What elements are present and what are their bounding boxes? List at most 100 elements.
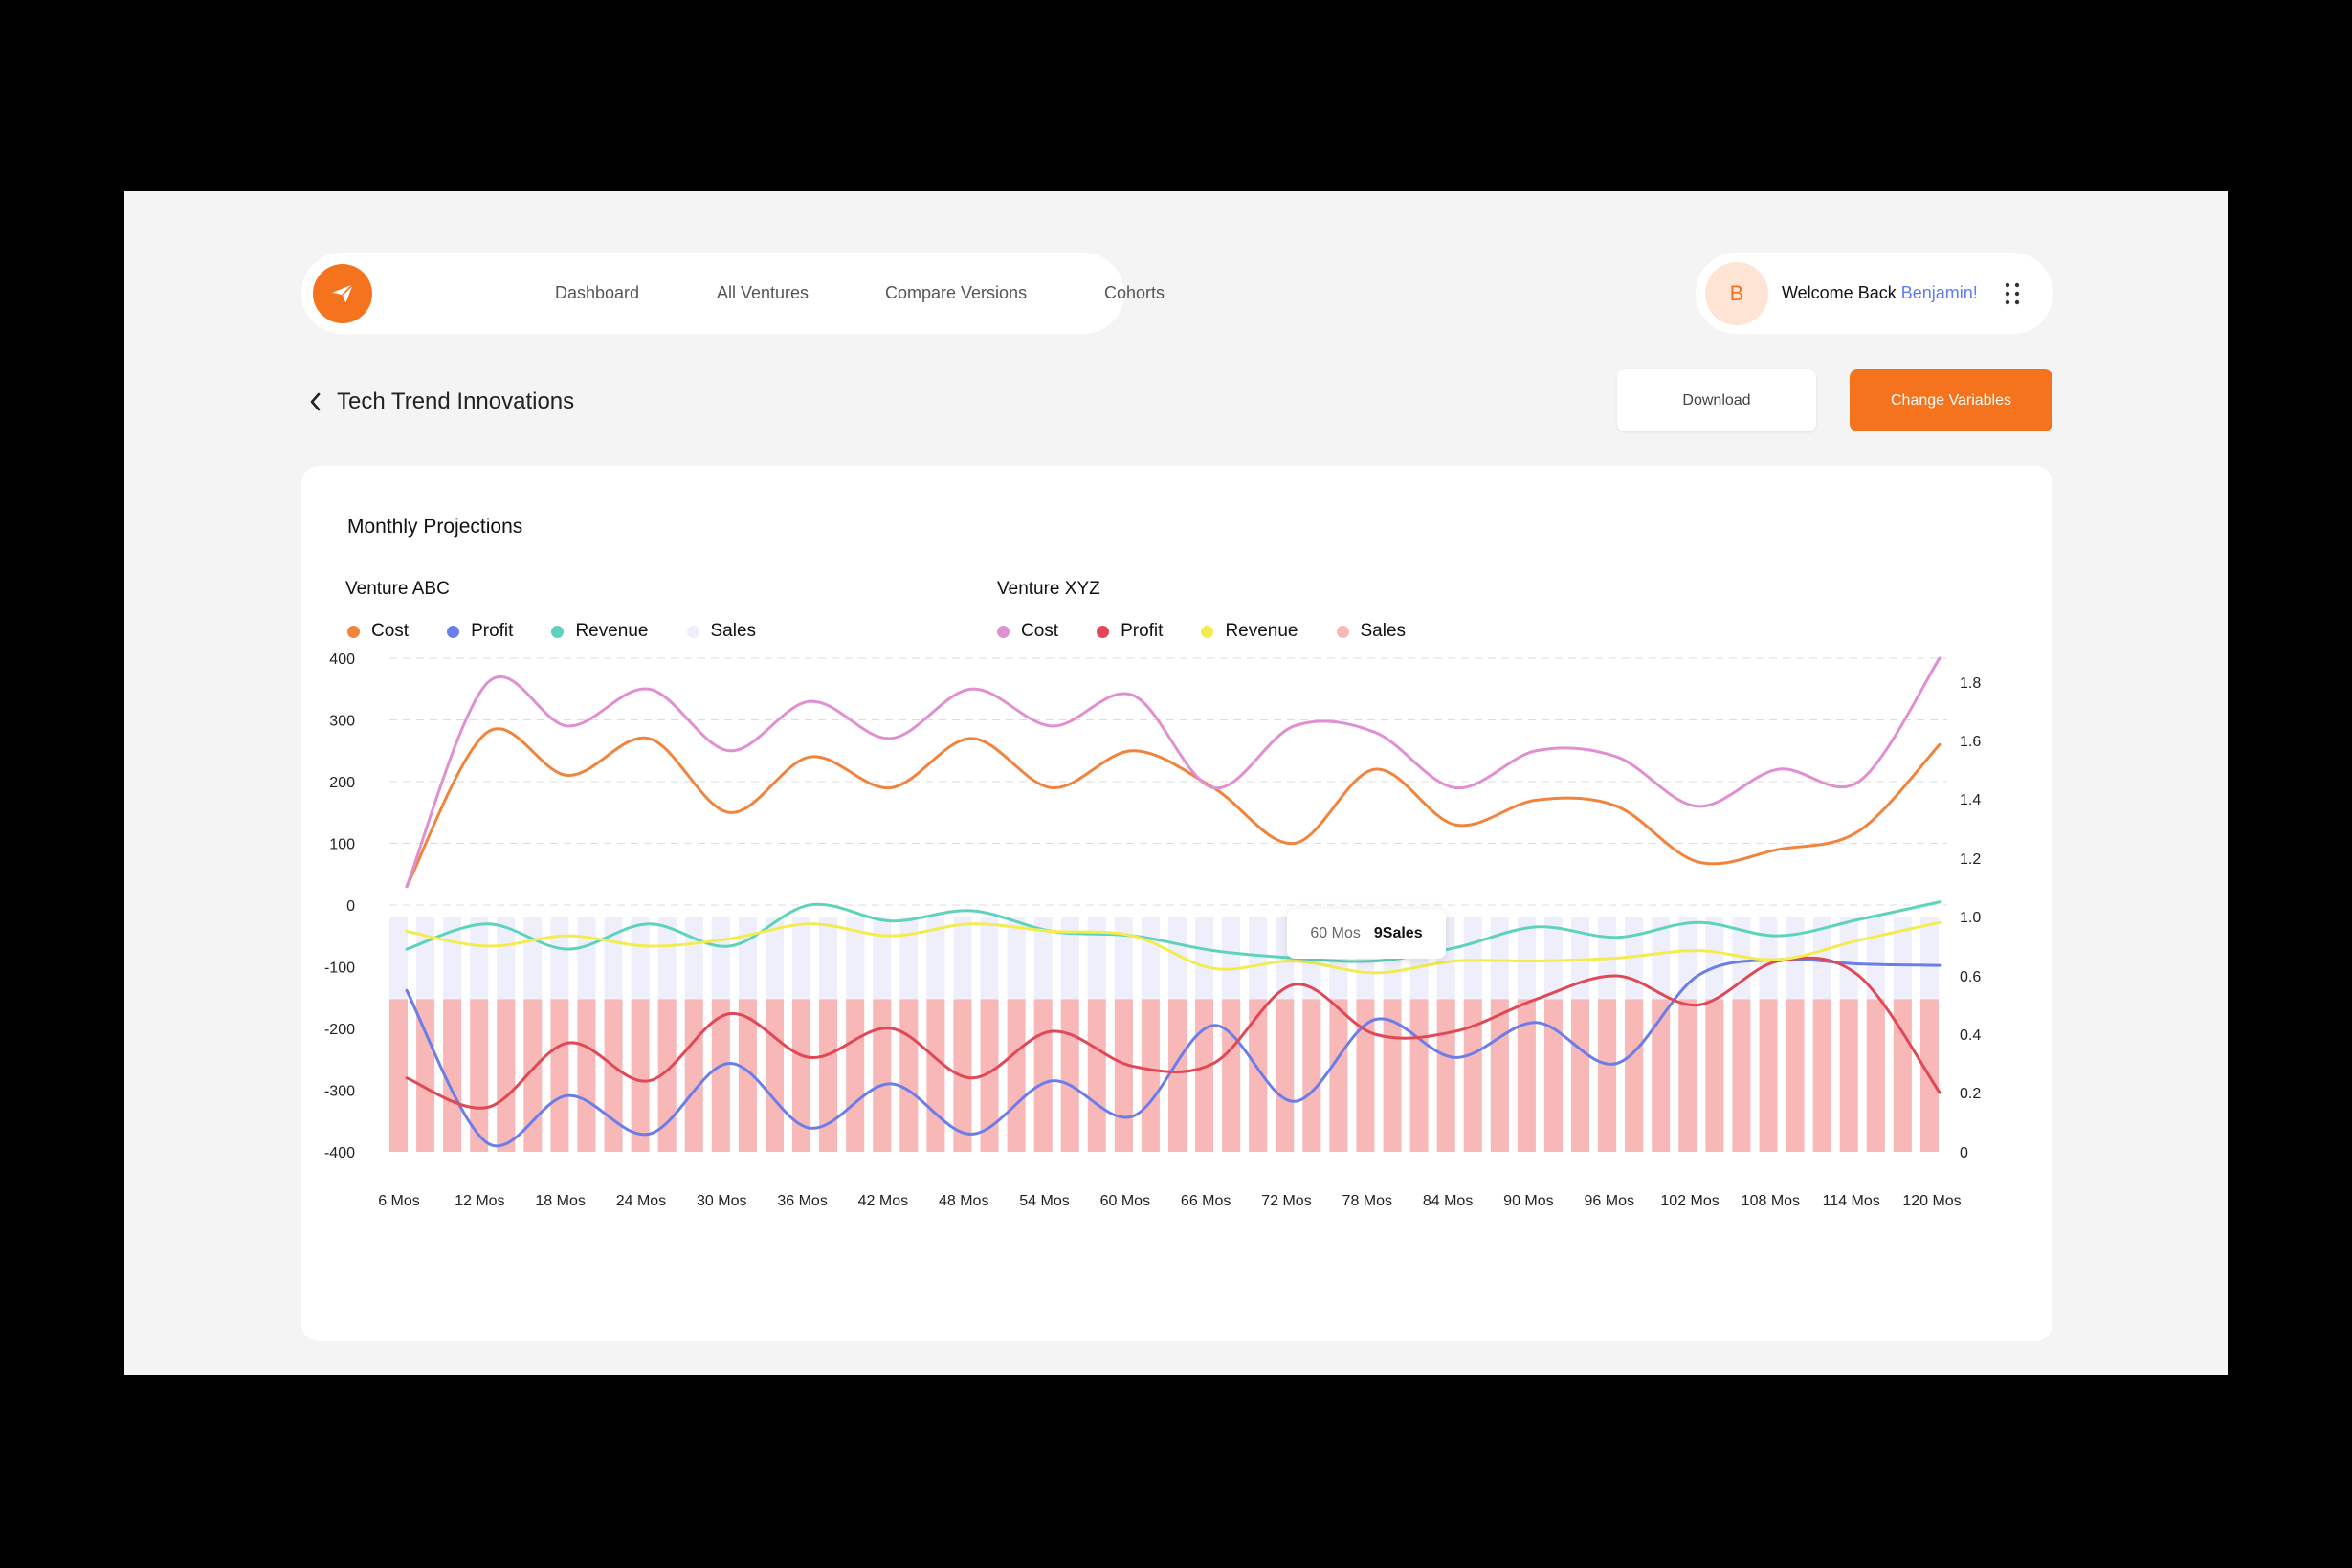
bar-sales-xyz <box>470 999 489 1152</box>
bar-sales-xyz <box>1033 999 1053 1152</box>
bar-sales-xyz <box>1168 999 1187 1152</box>
bar-sales-xyz <box>792 999 811 1152</box>
y-tick-left: 300 <box>329 714 355 730</box>
bar-sales-xyz <box>1463 999 1482 1152</box>
legend-item-sales[interactable]: Sales <box>686 621 757 642</box>
projections-card: Monthly Projections Venture ABC Venture … <box>301 466 2052 1341</box>
series-line-xyz-profit <box>405 956 1942 1110</box>
legend-item-profit[interactable]: Profit <box>447 621 513 642</box>
series-line-abc-revenue <box>405 900 1942 963</box>
legend-label: Profit <box>471 621 514 641</box>
nav-compare-versions[interactable]: Compare Versions <box>885 283 1028 302</box>
bar-sales-xyz <box>657 999 677 1152</box>
x-tick-label: 42 Mos <box>858 1193 908 1209</box>
legend-dot <box>551 625 565 638</box>
y-tick-left: -200 <box>324 1022 355 1038</box>
legend-venture-xyz: Cost Profit Revenue Sales <box>997 621 1444 642</box>
bar-sales-xyz <box>765 999 784 1152</box>
legend-item-cost[interactable]: Cost <box>997 621 1058 642</box>
welcome-label: Welcome Back <box>1782 283 1901 302</box>
y-tick-right: 1.4 <box>1960 792 1981 808</box>
x-tick-label: 6 Mos <box>378 1193 420 1209</box>
x-tick-label: 54 Mos <box>1019 1193 1069 1209</box>
bar-sales-xyz <box>819 999 838 1152</box>
y-tick-left: -400 <box>324 1145 355 1161</box>
legend-dot <box>1097 625 1110 638</box>
bar-sales-xyz <box>577 999 596 1152</box>
legend-item-profit[interactable]: Profit <box>1097 621 1163 642</box>
bar-sales-xyz <box>873 999 892 1152</box>
y-tick-right: 0.4 <box>1960 1027 1981 1044</box>
legend-item-sales[interactable]: Sales <box>1336 621 1407 642</box>
legend-label: Cost <box>1021 621 1059 641</box>
bar-sales-xyz <box>1678 999 1697 1152</box>
avatar[interactable]: B <box>1705 262 1768 325</box>
chart-tooltip: 60 Mos 9Sales <box>1287 909 1446 959</box>
y-tick-left: 0 <box>346 898 355 915</box>
bar-sales-xyz <box>980 999 999 1152</box>
bar-sales-xyz <box>1007 999 1026 1152</box>
legend-dot <box>1336 625 1349 638</box>
legend-item-revenue[interactable]: Revenue <box>551 621 649 642</box>
x-tick-label: 60 Mos <box>1100 1193 1150 1209</box>
legend-dot <box>686 625 699 638</box>
nav-cohorts[interactable]: Cohorts <box>1104 283 1165 302</box>
x-tick-label: 90 Mos <box>1503 1193 1553 1209</box>
bar-sales-xyz <box>631 999 650 1152</box>
bar-sales-xyz <box>1276 999 1295 1152</box>
logo[interactable] <box>313 264 372 323</box>
legend-dot <box>997 625 1010 638</box>
x-tick-label: 48 Mos <box>939 1193 988 1209</box>
bar-sales-xyz <box>711 999 730 1152</box>
change-variables-button[interactable]: Change Variables <box>1850 369 2052 431</box>
x-tick-label: 108 Mos <box>1742 1193 1800 1209</box>
bar-sales-xyz <box>1866 999 1885 1152</box>
nav-dashboard[interactable]: Dashboard <box>555 283 640 302</box>
bar-sales-xyz <box>1114 999 1133 1152</box>
user-name: Benjamin! <box>1900 283 1978 302</box>
y-tick-right: 1.2 <box>1960 851 1981 868</box>
x-tick-label: 78 Mos <box>1342 1193 1392 1209</box>
bar-sales-xyz <box>1490 999 1509 1152</box>
venture-xyz-title: Venture XYZ <box>997 579 1100 599</box>
x-tick-label: 72 Mos <box>1261 1193 1311 1209</box>
legend-item-cost[interactable]: Cost <box>347 621 409 642</box>
legend-label: Profit <box>1121 621 1164 641</box>
top-nav: Dashboard All Ventures Compare Versions … <box>301 253 1165 334</box>
y-tick-right: 0.2 <box>1960 1086 1981 1102</box>
download-button[interactable]: Download <box>1617 369 1816 431</box>
x-tick-label: 18 Mos <box>535 1193 585 1209</box>
x-tick-label: 36 Mos <box>777 1193 827 1209</box>
bar-sales-xyz <box>1812 999 1831 1152</box>
bar-sales-xyz <box>1571 999 1590 1152</box>
x-tick-label: 66 Mos <box>1181 1193 1231 1209</box>
dots-grid-icon[interactable] <box>2004 281 2021 306</box>
tooltip-x-label: 60 Mos <box>1310 925 1361 941</box>
bar-sales-xyz <box>926 999 945 1152</box>
bar-sales-xyz <box>443 999 462 1152</box>
legend-label: Sales <box>1360 621 1407 641</box>
bar-sales-xyz <box>1302 999 1321 1152</box>
y-tick-left: 200 <box>329 775 355 791</box>
bar-sales-xyz <box>1705 999 1724 1152</box>
legend-label: Sales <box>710 621 757 641</box>
x-tick-label: 102 Mos <box>1660 1193 1719 1209</box>
legend-item-revenue[interactable]: Revenue <box>1201 621 1298 642</box>
bar-sales-xyz <box>416 999 435 1152</box>
user-menu: B Welcome Back Benjamin! <box>1696 253 2053 334</box>
card-title: Monthly Projections <box>347 516 523 538</box>
x-tick-label: 24 Mos <box>616 1193 666 1209</box>
series-line-abc-profit <box>405 958 1942 1148</box>
bar-sales-xyz <box>1786 999 1805 1152</box>
bar-sales-xyz <box>389 999 408 1152</box>
nav-all-ventures[interactable]: All Ventures <box>717 283 810 302</box>
y-tick-right: 1.6 <box>1960 734 1981 750</box>
welcome-text: Welcome Back Benjamin! <box>1782 253 1978 334</box>
y-tick-right: 1.8 <box>1960 675 1981 692</box>
bar-sales-xyz <box>1732 999 1751 1152</box>
bar-sales-xyz <box>1249 999 1268 1152</box>
bar-sales-xyz <box>1222 999 1241 1152</box>
app-window: Dashboard All Ventures Compare Versions … <box>124 191 2228 1375</box>
x-tick-label: 84 Mos <box>1423 1193 1473 1209</box>
chevron-left-icon[interactable] <box>308 391 323 412</box>
